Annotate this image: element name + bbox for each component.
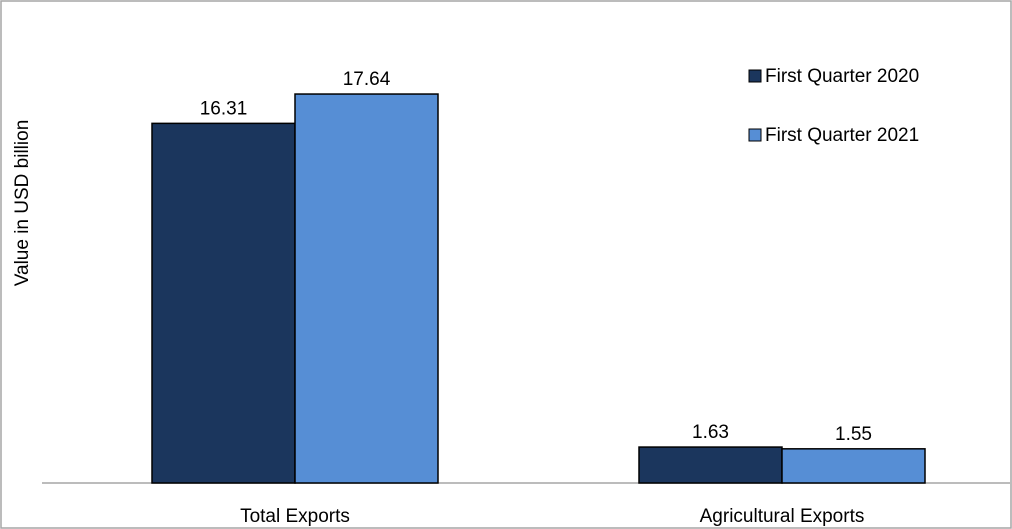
bars-layer — [151, 93, 926, 484]
data-label-1-0: 1.63 — [692, 422, 729, 443]
data-labels-layer: 16.31 17.64 1.63 1.55 — [200, 69, 872, 445]
x-tick-labels-layer: Total Exports Agricultural Exports — [240, 506, 864, 527]
bar-0-1 — [294, 93, 439, 484]
x-tick-label-1: Agricultural Exports — [700, 506, 865, 527]
data-label-1-1: 1.55 — [835, 424, 872, 445]
data-label-0-1: 17.64 — [343, 69, 391, 90]
x-tick-label-0: Total Exports — [240, 506, 350, 527]
legend-label-0: First Quarter 2020 — [765, 66, 919, 87]
legend-label-1: First Quarter 2021 — [765, 125, 919, 146]
legend-swatch-1 — [748, 128, 762, 142]
data-label-0-0: 16.31 — [200, 98, 248, 119]
bar-1-0 — [638, 446, 783, 484]
legend-swatch-0 — [748, 69, 762, 83]
legend: First Quarter 2020 First Quarter 2021 — [748, 66, 919, 146]
bar-1-1 — [781, 448, 926, 484]
bar-0-0 — [151, 122, 296, 484]
y-axis-label: Value in USD billion — [12, 120, 33, 287]
